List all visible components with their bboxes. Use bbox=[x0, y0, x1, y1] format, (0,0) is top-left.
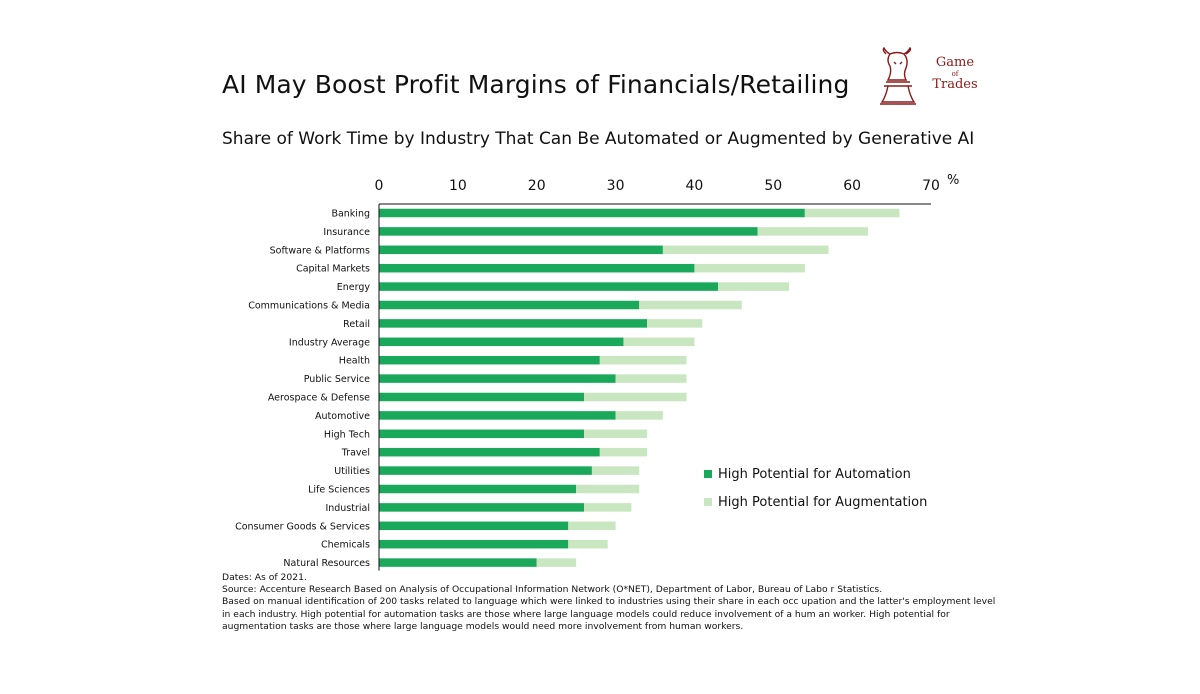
bar-augmentation bbox=[584, 429, 648, 439]
category-label: Public Service bbox=[304, 374, 370, 385]
x-tick-label: 60 bbox=[843, 178, 861, 194]
bar-augmentation bbox=[584, 503, 632, 512]
category-label: Industry Average bbox=[289, 337, 370, 348]
legend-label-automation: High Potential for Automation bbox=[718, 466, 911, 482]
note-method-1: Based on manual identification of 200 ta… bbox=[222, 596, 996, 608]
bar-augmentation bbox=[615, 374, 687, 383]
category-label: Capital Markets bbox=[296, 264, 370, 275]
bar-automation bbox=[379, 319, 648, 328]
category-label: Software & Platforms bbox=[270, 245, 370, 256]
bar-automation bbox=[379, 392, 585, 402]
bar-augmentation bbox=[647, 319, 703, 328]
category-label: Communications & Media bbox=[248, 301, 370, 312]
x-tick-label: 10 bbox=[449, 178, 467, 194]
bar-automation bbox=[379, 337, 624, 347]
category-label: Chemicals bbox=[321, 540, 370, 551]
bar-automation bbox=[379, 227, 758, 236]
bar-augmentation bbox=[599, 355, 687, 365]
chart-footnotes: Dates: As of 2021. Source: Accenture Res… bbox=[222, 572, 996, 633]
bar-augmentation bbox=[599, 447, 648, 457]
bar-automation bbox=[379, 374, 616, 383]
category-label: Automotive bbox=[315, 411, 370, 422]
bar-augmentation bbox=[576, 484, 640, 494]
category-label: Natural Resources bbox=[283, 558, 370, 569]
bar-augmentation bbox=[615, 411, 663, 420]
note-dates: Dates: As of 2021. bbox=[222, 572, 307, 583]
bar-automation bbox=[379, 300, 640, 310]
logo-word-trades: Trades bbox=[932, 77, 978, 92]
bar-automation bbox=[379, 282, 719, 291]
logo-word-of: of bbox=[951, 70, 959, 78]
category-label: Industrial bbox=[325, 503, 370, 514]
x-tick-label: 40 bbox=[686, 178, 704, 194]
x-tick-label: 30 bbox=[607, 178, 625, 194]
bar-automation bbox=[379, 558, 537, 567]
category-label: Insurance bbox=[323, 227, 370, 238]
bar-augmentation bbox=[568, 539, 608, 549]
bar-automation bbox=[379, 521, 569, 531]
category-label: Utilities bbox=[334, 466, 370, 477]
chart-subtitle: Share of Work Time by Industry That Can … bbox=[222, 129, 975, 149]
category-label: Consumer Goods & Services bbox=[235, 521, 370, 532]
category-label: Travel bbox=[341, 448, 370, 459]
category-label: High Tech bbox=[324, 429, 370, 440]
category-label: Aerospace & Defense bbox=[268, 393, 370, 404]
category-label: Health bbox=[339, 356, 370, 367]
bar-augmentation bbox=[623, 337, 695, 347]
game-of-trades-logo: Game of Trades bbox=[876, 46, 996, 108]
x-tick-label: 70 bbox=[922, 178, 940, 194]
bar-augmentation bbox=[757, 227, 868, 236]
bar-automation bbox=[379, 447, 600, 457]
logo-wordmark: Game of Trades bbox=[920, 56, 990, 92]
logo-word-game: Game bbox=[935, 55, 975, 70]
legend-swatch-automation bbox=[704, 470, 712, 478]
category-label: Banking bbox=[331, 209, 370, 220]
bar-augmentation bbox=[694, 263, 805, 273]
category-label: Retail bbox=[343, 319, 370, 330]
x-tick-label: 20 bbox=[528, 178, 546, 194]
x-tick-label: 50 bbox=[764, 178, 782, 194]
legend-item-augmentation: High Potential for Augmentation bbox=[704, 492, 927, 512]
bar-augmentation bbox=[584, 392, 687, 402]
bar-augmentation bbox=[639, 300, 742, 310]
chart-title: AI May Boost Profit Margins of Financial… bbox=[222, 70, 850, 99]
bar-automation bbox=[379, 484, 577, 494]
bar-augmentation bbox=[536, 558, 577, 567]
legend-swatch-augmentation bbox=[704, 498, 712, 506]
note-method-2: in each industry. High potential for aut… bbox=[222, 608, 950, 620]
bar-automation bbox=[379, 245, 663, 255]
chart-legend: High Potential for Automation High Poten… bbox=[704, 464, 927, 520]
bar-augmentation bbox=[591, 466, 640, 475]
bar-automation bbox=[379, 429, 585, 439]
bar-automation bbox=[379, 466, 592, 475]
category-label: Energy bbox=[337, 282, 371, 293]
bar-automation bbox=[379, 539, 569, 549]
bar-automation bbox=[379, 208, 805, 218]
bar-automation bbox=[379, 355, 600, 365]
bar-augmentation bbox=[804, 208, 900, 218]
legend-item-automation: High Potential for Automation bbox=[704, 464, 927, 484]
category-label: Life Sciences bbox=[308, 485, 370, 496]
bar-augmentation bbox=[718, 282, 790, 291]
note-source: Source: Accenture Research Based on Anal… bbox=[222, 584, 883, 596]
bar-automation bbox=[379, 411, 616, 420]
x-tick-label: 0 bbox=[375, 178, 384, 194]
bar-augmentation bbox=[662, 245, 829, 255]
bull-knight-logo-icon bbox=[880, 46, 916, 105]
legend-label-augmentation: High Potential for Augmentation bbox=[718, 494, 928, 510]
bar-automation bbox=[379, 263, 695, 273]
x-axis-unit-label: % bbox=[947, 173, 959, 188]
note-method-3: augmentation tasks are those where large… bbox=[222, 620, 744, 632]
bar-automation bbox=[379, 503, 585, 512]
bar-augmentation bbox=[568, 521, 616, 531]
